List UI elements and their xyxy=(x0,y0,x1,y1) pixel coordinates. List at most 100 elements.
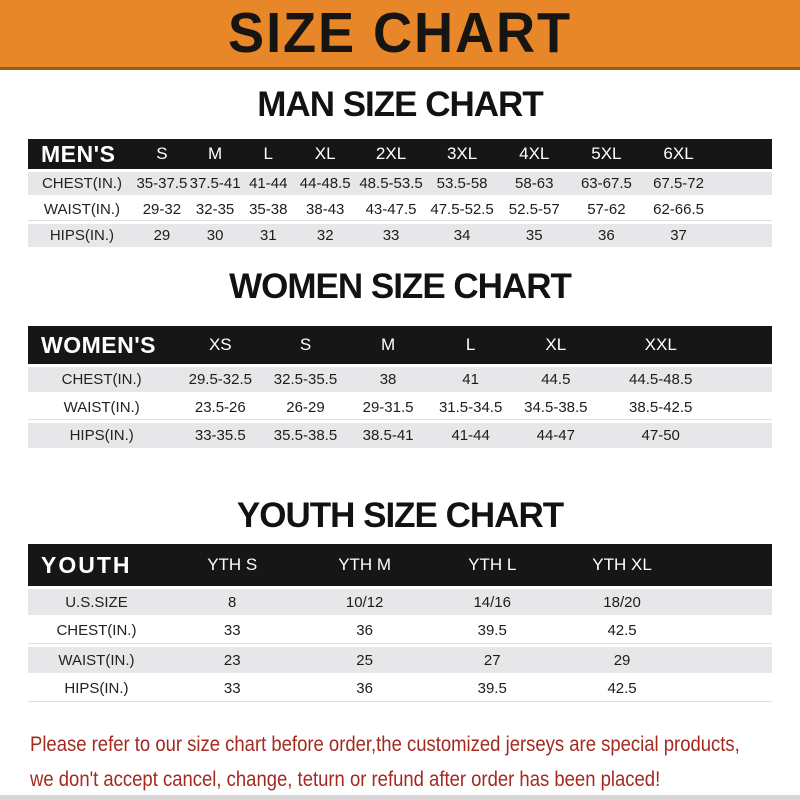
size-cell: 36 xyxy=(299,618,430,644)
size-cell: 38 xyxy=(379,371,397,388)
women-size-table: WOMEN'S XS S M L XL XXL CHEST(IN.) 29.5-32.5 32.5… xyxy=(28,323,772,451)
size-cell: 35 xyxy=(525,227,543,244)
size-cell: 47.5-52.5 xyxy=(426,198,499,221)
table-row: WAIST(IN.) 23.5-26 26-29 29-31.5 31.5-34.5 34… xyxy=(28,395,772,420)
row-label: U.S.SIZE xyxy=(65,593,128,611)
size-cell: 38.5-42.5 xyxy=(600,395,721,420)
size-cell: 35-37.5 xyxy=(136,175,188,192)
size-cell: 23.5-26 xyxy=(175,395,266,420)
spacer-cell xyxy=(720,395,772,420)
spacer-cell xyxy=(715,139,772,169)
size-cell: 48.5-53.5 xyxy=(359,175,423,192)
size-cell: 42.5 xyxy=(554,676,690,702)
size-cell: 38.5-41 xyxy=(362,427,414,444)
size-cell: 37 xyxy=(670,227,687,244)
row-label: CHEST(IN.) xyxy=(61,371,142,388)
size-cell: 29 xyxy=(153,227,171,244)
size-cell: 10/12 xyxy=(345,593,384,611)
footer-note: Please refer to our size chart before or… xyxy=(30,731,800,795)
size-column-header: S xyxy=(156,144,168,163)
size-cell: 30 xyxy=(206,227,224,244)
size-cell: 29-31.5 xyxy=(345,395,431,420)
size-cell: 29-32 xyxy=(135,198,188,221)
section-men: MAN SIZE CHART MEN'S S M L XL 2XL 3XL 4XL 5XL 6XL… xyxy=(0,87,800,250)
size-cell: 31.5-34.5 xyxy=(430,395,511,420)
size-column-header: 2XL xyxy=(375,144,407,163)
men-section-heading: MAN SIZE CHART xyxy=(257,85,543,124)
size-cell: 53.5-58 xyxy=(436,175,488,192)
size-cell: 63-67.5 xyxy=(580,175,632,192)
row-label: HIPS(IN.) xyxy=(69,427,134,444)
size-column-header: YTH L xyxy=(468,555,517,574)
size-cell: 62-66.5 xyxy=(642,198,715,221)
size-cell: 33 xyxy=(164,618,300,644)
size-cell: 52.5-57 xyxy=(498,198,571,221)
size-cell: 33-35.5 xyxy=(194,427,246,444)
size-cell: 44-47 xyxy=(536,427,575,444)
row-label: WAIST(IN.) xyxy=(58,651,135,669)
size-cell: 58-63 xyxy=(515,175,554,192)
spacer-cell xyxy=(689,544,772,586)
size-column-header: YTH M xyxy=(338,555,392,574)
size-column-header: S xyxy=(299,335,312,354)
size-column-header: L xyxy=(465,335,476,354)
size-cell: 42.5 xyxy=(554,618,690,644)
table-row: HIPS(IN.) 33 36 39.5 42.5 xyxy=(28,676,772,702)
size-cell: 31 xyxy=(259,227,277,244)
table-row: CHEST(IN.) 29.5-32.5 32.5-35.5 38 41 44.5 44.5… xyxy=(28,367,772,392)
size-cell: 29 xyxy=(613,651,631,669)
table-corner-label: YOUTH xyxy=(41,551,132,578)
size-cell: 57-62 xyxy=(570,198,643,221)
size-cell: 44.5 xyxy=(541,371,571,388)
size-cell: 44.5-48.5 xyxy=(629,371,693,388)
size-cell: 32-35 xyxy=(187,198,243,221)
size-cell: 44-48.5 xyxy=(299,175,351,192)
size-column-header: L xyxy=(263,144,274,163)
size-cell: 39.5 xyxy=(429,618,555,644)
size-column-header: 6XL xyxy=(663,144,694,163)
size-cell: 34 xyxy=(453,227,471,244)
size-cell: 41-44 xyxy=(451,427,490,444)
size-cell: 32 xyxy=(316,227,334,244)
size-cell: 23 xyxy=(223,651,241,669)
table-row: HIPS(IN.) 33-35.5 35.5-38.5 38.5-41 41-44 44-… xyxy=(28,423,772,448)
table-corner-label: WOMEN'S xyxy=(41,331,157,358)
banner: SIZE CHART xyxy=(0,0,800,70)
bottom-edge-strip xyxy=(0,795,800,800)
spacer-cell xyxy=(689,589,772,615)
size-cell: 47-50 xyxy=(641,427,680,444)
size-column-header: 4XL xyxy=(519,144,550,163)
men-size-table: MEN'S S M L XL 2XL 3XL 4XL 5XL 6XL CHEST(IN.) 35-37… xyxy=(28,136,772,250)
size-cell: 41 xyxy=(462,371,479,388)
row-label: CHEST(IN.) xyxy=(28,618,165,644)
size-column-header: M xyxy=(208,144,223,163)
size-column-header: XL xyxy=(545,335,567,354)
size-header-row: WOMEN'S XS S M L XL XXL xyxy=(28,326,772,364)
table-row: CHEST(IN.) 35-37.5 37.5-41 41-44 44-48.5 48.5… xyxy=(28,172,772,195)
size-cell: 33 xyxy=(382,227,400,244)
row-label: HIPS(IN.) xyxy=(49,227,115,244)
size-cell: 34.5-38.5 xyxy=(510,395,601,420)
size-column-header: M xyxy=(380,335,396,354)
size-header-row: MEN'S S M L XL 2XL 3XL 4XL 5XL 6XL xyxy=(28,139,772,169)
size-cell: 36 xyxy=(598,227,615,244)
size-header-row: YOUTH YTH S YTH M YTH L YTH XL xyxy=(28,544,772,586)
section-youth: YOUTH SIZE CHART YOUTH YTH S YTH M YTH L YTH… xyxy=(0,498,800,705)
row-label: WAIST(IN.) xyxy=(28,198,136,221)
table-row: HIPS(IN.) 29 30 31 32 33 34 35 36 37 xyxy=(28,224,772,247)
row-label: HIPS(IN.) xyxy=(28,676,165,702)
youth-size-table: YOUTH YTH S YTH M YTH L YTH XL U.S.SIZE 8 10/12… xyxy=(28,541,772,705)
size-cell: 14/16 xyxy=(473,593,511,611)
size-cell: 43-47.5 xyxy=(356,198,426,221)
spacer-cell xyxy=(689,676,772,702)
size-cell: 41-44 xyxy=(249,175,288,192)
spacer-cell xyxy=(721,367,772,392)
size-cell: 29.5-32.5 xyxy=(188,371,252,388)
spacer-cell xyxy=(721,326,772,364)
table-corner-label: MEN'S xyxy=(41,140,116,167)
size-column-header: YTH XL xyxy=(592,555,652,574)
size-cell: 27 xyxy=(483,651,501,669)
size-cell: 32.5-35.5 xyxy=(273,371,338,388)
size-cell: 25 xyxy=(356,651,373,669)
